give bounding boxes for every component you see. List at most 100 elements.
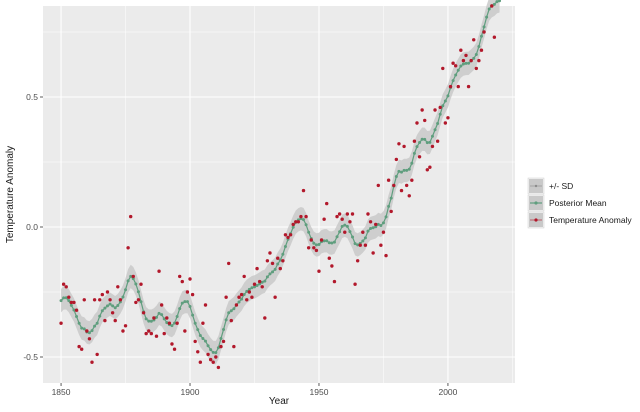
posterior-mean-point <box>487 7 491 11</box>
anomaly-point <box>126 246 130 250</box>
posterior-mean-point <box>376 222 380 226</box>
anomaly-point <box>412 139 417 143</box>
anomaly-point <box>384 253 388 258</box>
anomaly-point <box>175 321 179 325</box>
anomaly-point <box>260 285 264 289</box>
legend-label: +/- SD <box>549 181 573 191</box>
posterior-mean-point <box>418 141 422 145</box>
anomaly-point <box>433 108 437 112</box>
posterior-mean-point <box>183 300 187 304</box>
anomaly-point <box>325 201 329 206</box>
anomaly-point <box>291 222 295 227</box>
posterior-mean-point <box>353 242 357 246</box>
posterior-mean-point <box>387 204 391 208</box>
anomaly-point <box>371 251 375 255</box>
anomaly-point <box>472 38 476 42</box>
anomaly-point <box>216 365 221 370</box>
anomaly-point <box>183 329 187 333</box>
posterior-mean-point <box>443 99 447 103</box>
posterior-mean-point <box>170 324 174 328</box>
posterior-mean-point <box>188 305 192 309</box>
posterior-mean-point <box>77 321 81 325</box>
posterior-mean-point <box>498 0 502 3</box>
posterior-mean-point <box>477 45 481 49</box>
anomaly-point <box>330 264 334 268</box>
anomaly-point <box>59 321 63 325</box>
posterior-mean-point <box>87 331 91 335</box>
anomaly-point <box>430 144 435 149</box>
posterior-mean-point <box>345 224 349 228</box>
posterior-mean-point <box>436 122 440 126</box>
anomaly-point <box>234 303 239 307</box>
posterior-mean-point <box>438 112 442 116</box>
anomaly-point <box>157 269 161 273</box>
anomaly-point <box>309 238 313 242</box>
anomaly-point <box>201 321 205 325</box>
anomaly-point <box>461 58 466 63</box>
posterior-mean-point <box>474 52 478 56</box>
posterior-mean-point <box>441 104 445 108</box>
plot-panel <box>43 6 515 383</box>
posterior-mean-point <box>384 215 388 219</box>
posterior-mean-point <box>327 241 331 245</box>
posterior-mean-point <box>129 274 133 278</box>
anomaly-point <box>64 285 68 289</box>
anomaly-point <box>242 274 246 279</box>
posterior-mean-point <box>423 137 427 141</box>
posterior-mean-point <box>219 336 223 340</box>
anomaly-point <box>110 311 115 315</box>
anomaly-point <box>301 188 306 193</box>
anomaly-point <box>456 84 460 89</box>
anomaly-point <box>332 279 337 284</box>
anomaly-point <box>214 355 218 359</box>
anomaly-point <box>374 222 378 227</box>
anomaly-point <box>131 274 135 279</box>
anomaly-point <box>459 48 463 52</box>
posterior-mean-point <box>479 34 483 38</box>
anomaly-point <box>389 209 393 214</box>
anomaly-point <box>227 261 231 266</box>
anomaly-point <box>198 360 203 364</box>
posterior-mean-point <box>139 300 143 304</box>
anomaly-point <box>363 243 368 247</box>
posterior-mean-point <box>312 241 316 245</box>
anomaly-point <box>394 157 399 162</box>
anomaly-point <box>159 303 164 307</box>
x-tick-label: 2000 <box>438 387 457 397</box>
anomaly-point <box>247 290 252 294</box>
posterior-mean-point <box>69 303 73 307</box>
anomaly-point <box>392 183 396 188</box>
posterior-mean-point <box>178 307 182 311</box>
anomaly-point <box>72 300 76 305</box>
anomaly-point <box>358 243 362 247</box>
anomaly-point <box>361 230 365 234</box>
anomaly-point <box>453 64 458 68</box>
anomaly-point <box>98 298 102 302</box>
anomaly-point <box>149 331 154 336</box>
anomaly-point <box>404 183 409 188</box>
posterior-mean-point <box>369 226 373 230</box>
x-tick-label: 1950 <box>310 387 329 397</box>
posterior-mean-point <box>209 348 213 352</box>
legend-label: Posterior Mean <box>549 198 607 208</box>
posterior-mean-point <box>175 315 179 319</box>
posterior-mean-point <box>82 327 86 331</box>
anomaly-point <box>116 285 120 289</box>
anomaly-point <box>273 295 277 299</box>
posterior-mean-point <box>255 284 259 288</box>
posterior-mean-point <box>381 221 385 225</box>
posterior-mean-point <box>302 218 306 222</box>
anomaly-point <box>446 116 450 120</box>
posterior-mean-point <box>173 321 177 325</box>
posterior-mean-point <box>317 242 321 246</box>
anomaly-point <box>337 212 342 216</box>
anomaly-point <box>314 248 319 253</box>
anomaly-point <box>128 214 133 219</box>
anomaly-point <box>299 214 303 219</box>
anomaly-point <box>224 295 228 299</box>
anomaly-point <box>74 308 79 312</box>
posterior-mean-point <box>322 239 326 243</box>
anomaly-point <box>492 35 497 39</box>
anomaly-point <box>185 290 190 294</box>
posterior-mean-point <box>147 319 151 323</box>
